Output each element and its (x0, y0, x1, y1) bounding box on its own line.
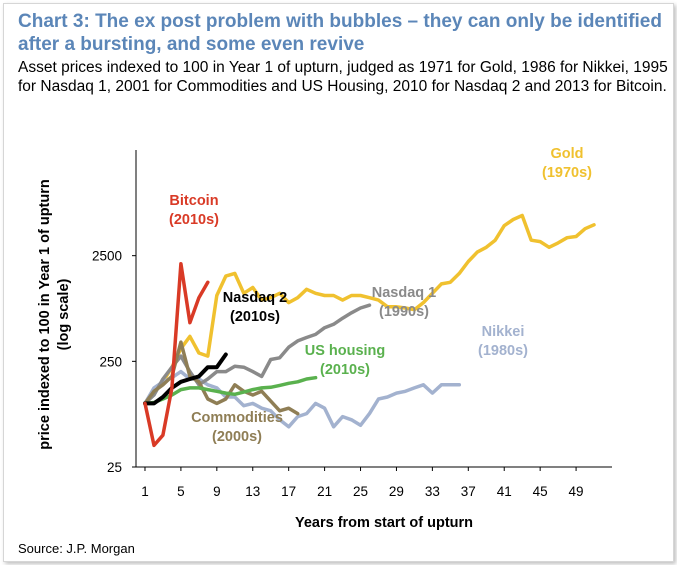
x-tick-label: 41 (497, 484, 512, 499)
y-tick-label: 250 (99, 354, 122, 369)
x-tick-label: 29 (389, 484, 404, 499)
y-tick-label: 25 (107, 460, 122, 475)
annotation-bitcoin: Bitcoin (2010s) (169, 193, 219, 228)
annotation-line: Nikkei (482, 324, 525, 340)
x-axis-title: Years from start of upturn (295, 515, 473, 531)
x-tick-label: 17 (281, 484, 296, 499)
annotation-commodities: Commodities (2000s) (191, 410, 283, 445)
annotation-line: (2000s) (212, 429, 262, 445)
annotation-line: (2010s) (230, 309, 280, 325)
annotation-line: Nasdaq 2 (223, 290, 287, 306)
y-tick-label: 2500 (92, 249, 122, 264)
x-tick-label: 49 (569, 484, 584, 499)
series-line-gold (143, 213, 596, 406)
annotation-line: US housing (305, 343, 386, 359)
x-tick-label: 13 (245, 484, 260, 499)
series-lines (143, 213, 596, 448)
series-line-commodities (143, 340, 300, 416)
x-tick-label: 33 (425, 484, 440, 499)
y-axis-title-scale: (log scale) (56, 278, 72, 350)
annotation-line: (1980s) (478, 343, 528, 359)
annotation-line: Nasdaq 1 (372, 285, 436, 301)
annotations: Gold (1970s) Bitcoin (2010s) Nasdaq 2 (2010s)… (169, 146, 592, 445)
y-axis-title: price indexed to 100 in Year 1 of upturn (37, 179, 53, 449)
annotation-nasdaq-1: Nasdaq 1 (1990s) (372, 285, 436, 320)
annotation-line: Commodities (191, 410, 283, 426)
chart-frame: Chart 3: The ex post problem with bubble… (3, 3, 674, 562)
annotation-line: (1990s) (379, 304, 429, 320)
x-tick-label: 45 (533, 484, 548, 499)
y-ticks: 25 250 2500 (92, 249, 136, 475)
annotation-us-housing: US housing (2010s) (305, 343, 386, 378)
x-tick-label: 5 (177, 484, 185, 499)
x-ticks: 1 5 9 13 17 21 25 29 33 37 41 45 49 (141, 467, 584, 499)
annotation-line: Bitcoin (169, 193, 218, 209)
annotation-gold: Gold (1970s) (542, 146, 592, 181)
chart-subtitle: Asset prices indexed to 100 in Year 1 of… (18, 59, 668, 95)
series-line-us-housing (143, 375, 318, 406)
x-tick-label: 25 (353, 484, 368, 499)
annotation-line: (1970s) (542, 165, 592, 181)
x-tick-label: 37 (461, 484, 476, 499)
annotation-line: (2010s) (169, 212, 219, 228)
chart-title: Chart 3: The ex post problem with bubble… (18, 11, 662, 55)
series-line-nasdaq-1 (143, 303, 372, 406)
x-tick-label: 21 (317, 484, 332, 499)
series-line-nasdaq-2 (143, 352, 228, 406)
source-note: Source: J.P. Morgan (18, 541, 135, 556)
series-line-bitcoin (143, 261, 210, 448)
annotation-nasdaq-2: Nasdaq 2 (2010s) (223, 290, 287, 325)
annotation-line: (2010s) (320, 362, 370, 378)
axes (135, 150, 612, 468)
x-tick-label: 9 (213, 484, 221, 499)
annotation-line: Gold (550, 146, 583, 162)
x-tick-label: 1 (141, 484, 149, 499)
annotation-nikkei: Nikkei (1980s) (478, 324, 528, 359)
